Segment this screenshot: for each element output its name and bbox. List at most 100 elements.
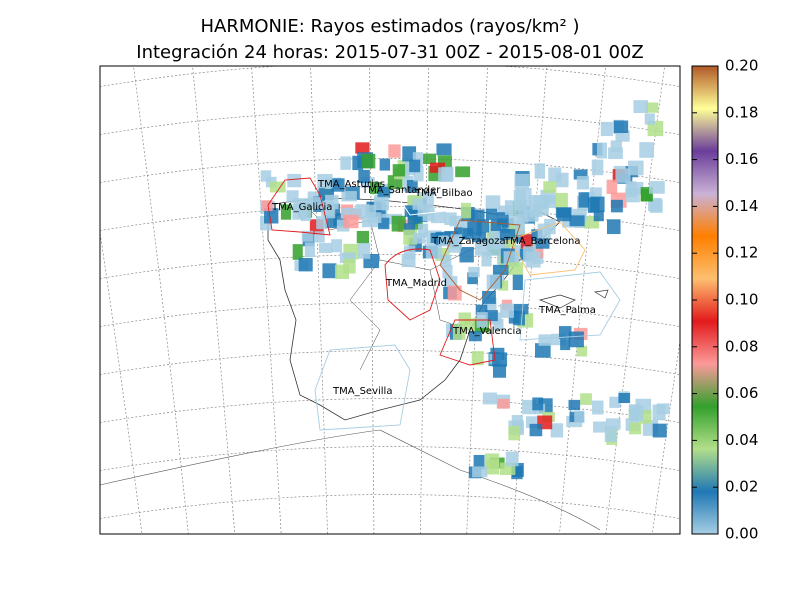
lightning-cell	[505, 451, 519, 467]
lightning-cell	[618, 393, 631, 404]
lightning-cell	[412, 233, 426, 244]
lightning-cell	[556, 207, 572, 222]
lightning-cell	[331, 178, 345, 192]
lightning-cell	[512, 311, 525, 326]
lightning-cell	[554, 192, 568, 209]
lightning-cell	[533, 195, 549, 210]
lightning-cell	[569, 215, 585, 227]
lightning-cell	[481, 252, 492, 267]
lightning-cell	[629, 422, 642, 435]
lightning-cell	[316, 216, 328, 230]
lightning-cell	[402, 146, 417, 162]
lightning-cell	[647, 120, 664, 137]
lightning-cell	[543, 181, 557, 193]
colorbar-tick-label: 0.10	[725, 291, 758, 309]
lightning-cell	[467, 221, 482, 236]
lightning-cell	[367, 212, 382, 224]
lightning-cell	[500, 303, 514, 318]
lightning-cell	[307, 197, 323, 209]
lightning-cell	[560, 339, 571, 351]
lightning-cell	[318, 242, 333, 253]
lightning-cell	[513, 303, 529, 315]
lightning-cell	[472, 466, 488, 478]
title: HARMONIE: Rayos estimados (rayos/km² )	[201, 16, 580, 37]
lightning-cell	[373, 196, 390, 211]
lightning-cell	[444, 276, 458, 287]
lightning-cell	[525, 416, 538, 428]
lightning-cell	[472, 231, 487, 243]
lightning-cell	[404, 205, 420, 217]
lightning-cell	[628, 160, 644, 176]
lightning-cell	[535, 343, 551, 358]
lightning-cell	[613, 120, 629, 133]
parallel	[100, 110, 680, 135]
lightning-cell	[589, 187, 602, 200]
parallel	[100, 350, 680, 375]
tma-outline	[519, 271, 621, 341]
lightning-cell	[644, 113, 655, 125]
colorbar-tick-label: 0.16	[725, 150, 758, 168]
lightning-cell	[523, 246, 536, 263]
lightning-cell	[404, 223, 416, 236]
lightning-cell	[482, 392, 497, 405]
lightning-cell	[568, 399, 581, 411]
lightning-cell	[292, 244, 303, 260]
lightning-cell	[458, 312, 472, 325]
lightning-cell	[260, 170, 272, 182]
lightning-cell	[490, 219, 502, 231]
colorbar-tick-label: 0.12	[725, 244, 758, 262]
parallel	[100, 66, 680, 87]
meridian	[251, 66, 282, 534]
colorbar-tick-label: 0.18	[725, 103, 758, 121]
lightning-cell	[261, 200, 273, 212]
lightning-cell	[512, 274, 523, 291]
lightning-cell	[645, 102, 659, 113]
lightning-cell	[652, 404, 666, 421]
parallel	[100, 494, 680, 519]
lightning-cell	[508, 425, 521, 441]
meridian	[369, 66, 375, 534]
tma-outline	[267, 177, 331, 236]
lightning-cell	[379, 158, 391, 171]
parallel	[100, 446, 680, 471]
region-label: TMA_Asturias	[317, 179, 385, 190]
tma-outline	[439, 319, 496, 366]
lightning-cell	[365, 204, 377, 217]
lightning-cell	[440, 254, 452, 267]
lightning-cell	[606, 219, 621, 235]
lightning-cell	[485, 310, 498, 322]
lightning-cell	[591, 159, 604, 176]
meridian	[100, 229, 143, 534]
region-label: TMA_Zaragoza	[431, 236, 506, 247]
lightning-cell	[450, 234, 463, 249]
lightning-cell	[314, 231, 325, 243]
lightning-cell	[423, 153, 437, 164]
lightning-cell	[340, 156, 351, 170]
lightning-cell	[413, 166, 424, 182]
lightning-cell	[580, 393, 592, 405]
region-label: TMA_Palma	[538, 305, 596, 316]
lightning-cell	[361, 153, 376, 169]
meridian	[559, 66, 607, 534]
lightning-cell	[469, 209, 485, 222]
tma-outline	[384, 248, 441, 321]
lightning-cell	[578, 192, 590, 208]
lightning-cell	[555, 172, 569, 188]
colorbar-tick-label: 0.04	[725, 431, 758, 449]
lightning-cell	[592, 400, 604, 415]
meridian	[466, 66, 488, 534]
lightning-cell	[532, 397, 544, 411]
meridian	[310, 66, 328, 534]
region-label: TMA_Bilbao	[414, 188, 473, 199]
colorbar-tick-label: 0.02	[725, 478, 758, 496]
lightning-cell	[304, 242, 315, 258]
lightning-cell	[593, 421, 607, 433]
lightning-cell	[300, 209, 312, 222]
lightning-cell	[461, 202, 472, 219]
lightning-cell	[341, 207, 356, 219]
meridian	[512, 66, 547, 534]
parallel	[100, 254, 680, 279]
